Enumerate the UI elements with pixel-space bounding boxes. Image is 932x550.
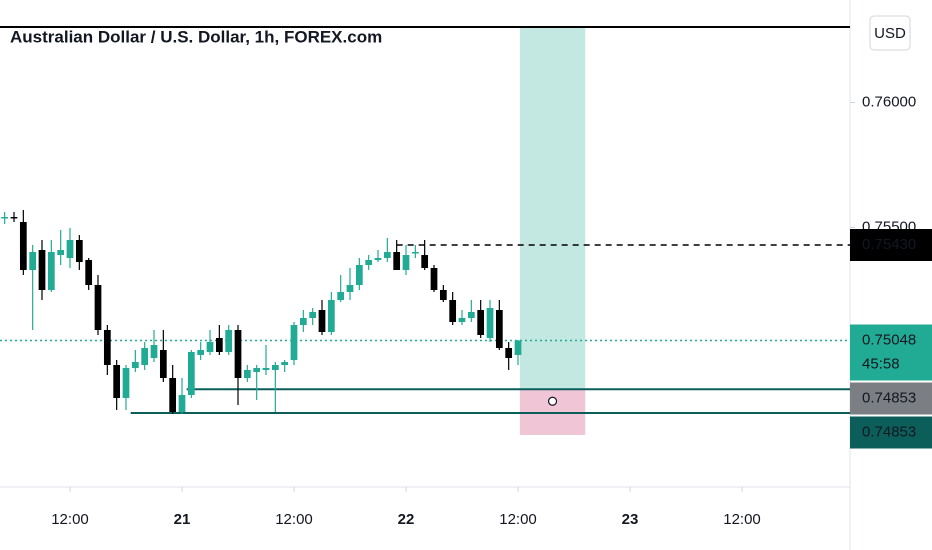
candle-body (271, 365, 279, 370)
candle-body (113, 365, 121, 398)
candle-body (458, 318, 466, 322)
candle-body (131, 362, 139, 368)
candle-body (38, 250, 46, 290)
candle-body (47, 252, 55, 290)
candle-body (421, 255, 429, 268)
candle-body (169, 378, 177, 412)
x-tick-label: 23 (622, 511, 639, 528)
candle-body (234, 330, 242, 378)
price-marker-countdown: 45:58 (862, 355, 900, 372)
candle-body (477, 310, 485, 335)
price-marker-label: 0.74853 (862, 423, 916, 440)
candle-body (75, 240, 83, 262)
candle-body (29, 252, 37, 270)
candle-body (439, 290, 447, 300)
candle-body (411, 252, 419, 254)
candle-body (150, 345, 158, 358)
candle-body (318, 310, 326, 332)
price-marker-label: 0.75430 (862, 236, 916, 253)
candle-body (1, 217, 9, 219)
x-tick-label: 21 (174, 511, 191, 528)
price-marker-label: 0.75048 (862, 331, 916, 348)
candle-body (290, 325, 298, 360)
candle-body (467, 312, 475, 318)
currency-button-label[interactable]: USD (874, 25, 906, 42)
candle-body (122, 368, 130, 398)
price-marker-label: 0.74853 (862, 389, 916, 406)
candle-body (225, 330, 233, 352)
candle-body (430, 268, 438, 290)
currency-button-box[interactable] (869, 15, 911, 51)
candle-body (10, 217, 18, 219)
candle-body (57, 250, 65, 255)
candle-body (281, 362, 289, 365)
price-marker (850, 229, 932, 261)
candle-body (299, 318, 307, 325)
candle-body (355, 265, 363, 285)
plot (0, 26, 850, 435)
candle-body (103, 330, 111, 365)
candle-body (94, 285, 102, 330)
x-tick-label: 12:00 (499, 511, 537, 528)
candle-body (449, 300, 457, 322)
price-marker (850, 382, 932, 415)
candle-body (206, 342, 214, 352)
candle-body (514, 340, 522, 355)
candle-body (495, 310, 503, 348)
candle-body (178, 395, 186, 412)
candle-body (505, 348, 513, 358)
x-tick-label: 12:00 (275, 511, 313, 528)
x-tick-label: 22 (398, 511, 415, 528)
drag-handle (547, 396, 558, 406)
candle-body (486, 308, 494, 338)
candle-body (374, 258, 382, 260)
position-profit-zone (519, 27, 586, 390)
candle-body (187, 352, 195, 395)
candle-body (253, 368, 261, 372)
candle-body (215, 338, 223, 352)
chart-title: Australian Dollar / U.S. Dollar, 1h, FOR… (10, 27, 382, 46)
currency-button[interactable]: USD (869, 15, 911, 51)
candle-body (383, 252, 391, 258)
y-tick-label: 0.76000 (862, 93, 916, 110)
candle-body (337, 292, 345, 300)
price-marker (850, 416, 932, 449)
candle-body (402, 255, 410, 270)
candle-body (309, 312, 317, 318)
candle-body (365, 260, 373, 265)
x-tick-label: 12:00 (51, 511, 89, 528)
candle-body (19, 222, 27, 270)
candle-body (346, 285, 354, 292)
x-tick-label: 12:00 (723, 511, 761, 528)
candle-body (197, 350, 205, 355)
candle-body (243, 370, 251, 378)
candle-body (159, 350, 167, 378)
candle-body (327, 300, 335, 332)
candle-body (262, 368, 270, 370)
candle-body (66, 240, 74, 258)
candle-body (141, 348, 149, 365)
candle-body (85, 260, 93, 285)
price-marker (850, 324, 932, 381)
candle-body (393, 252, 401, 270)
